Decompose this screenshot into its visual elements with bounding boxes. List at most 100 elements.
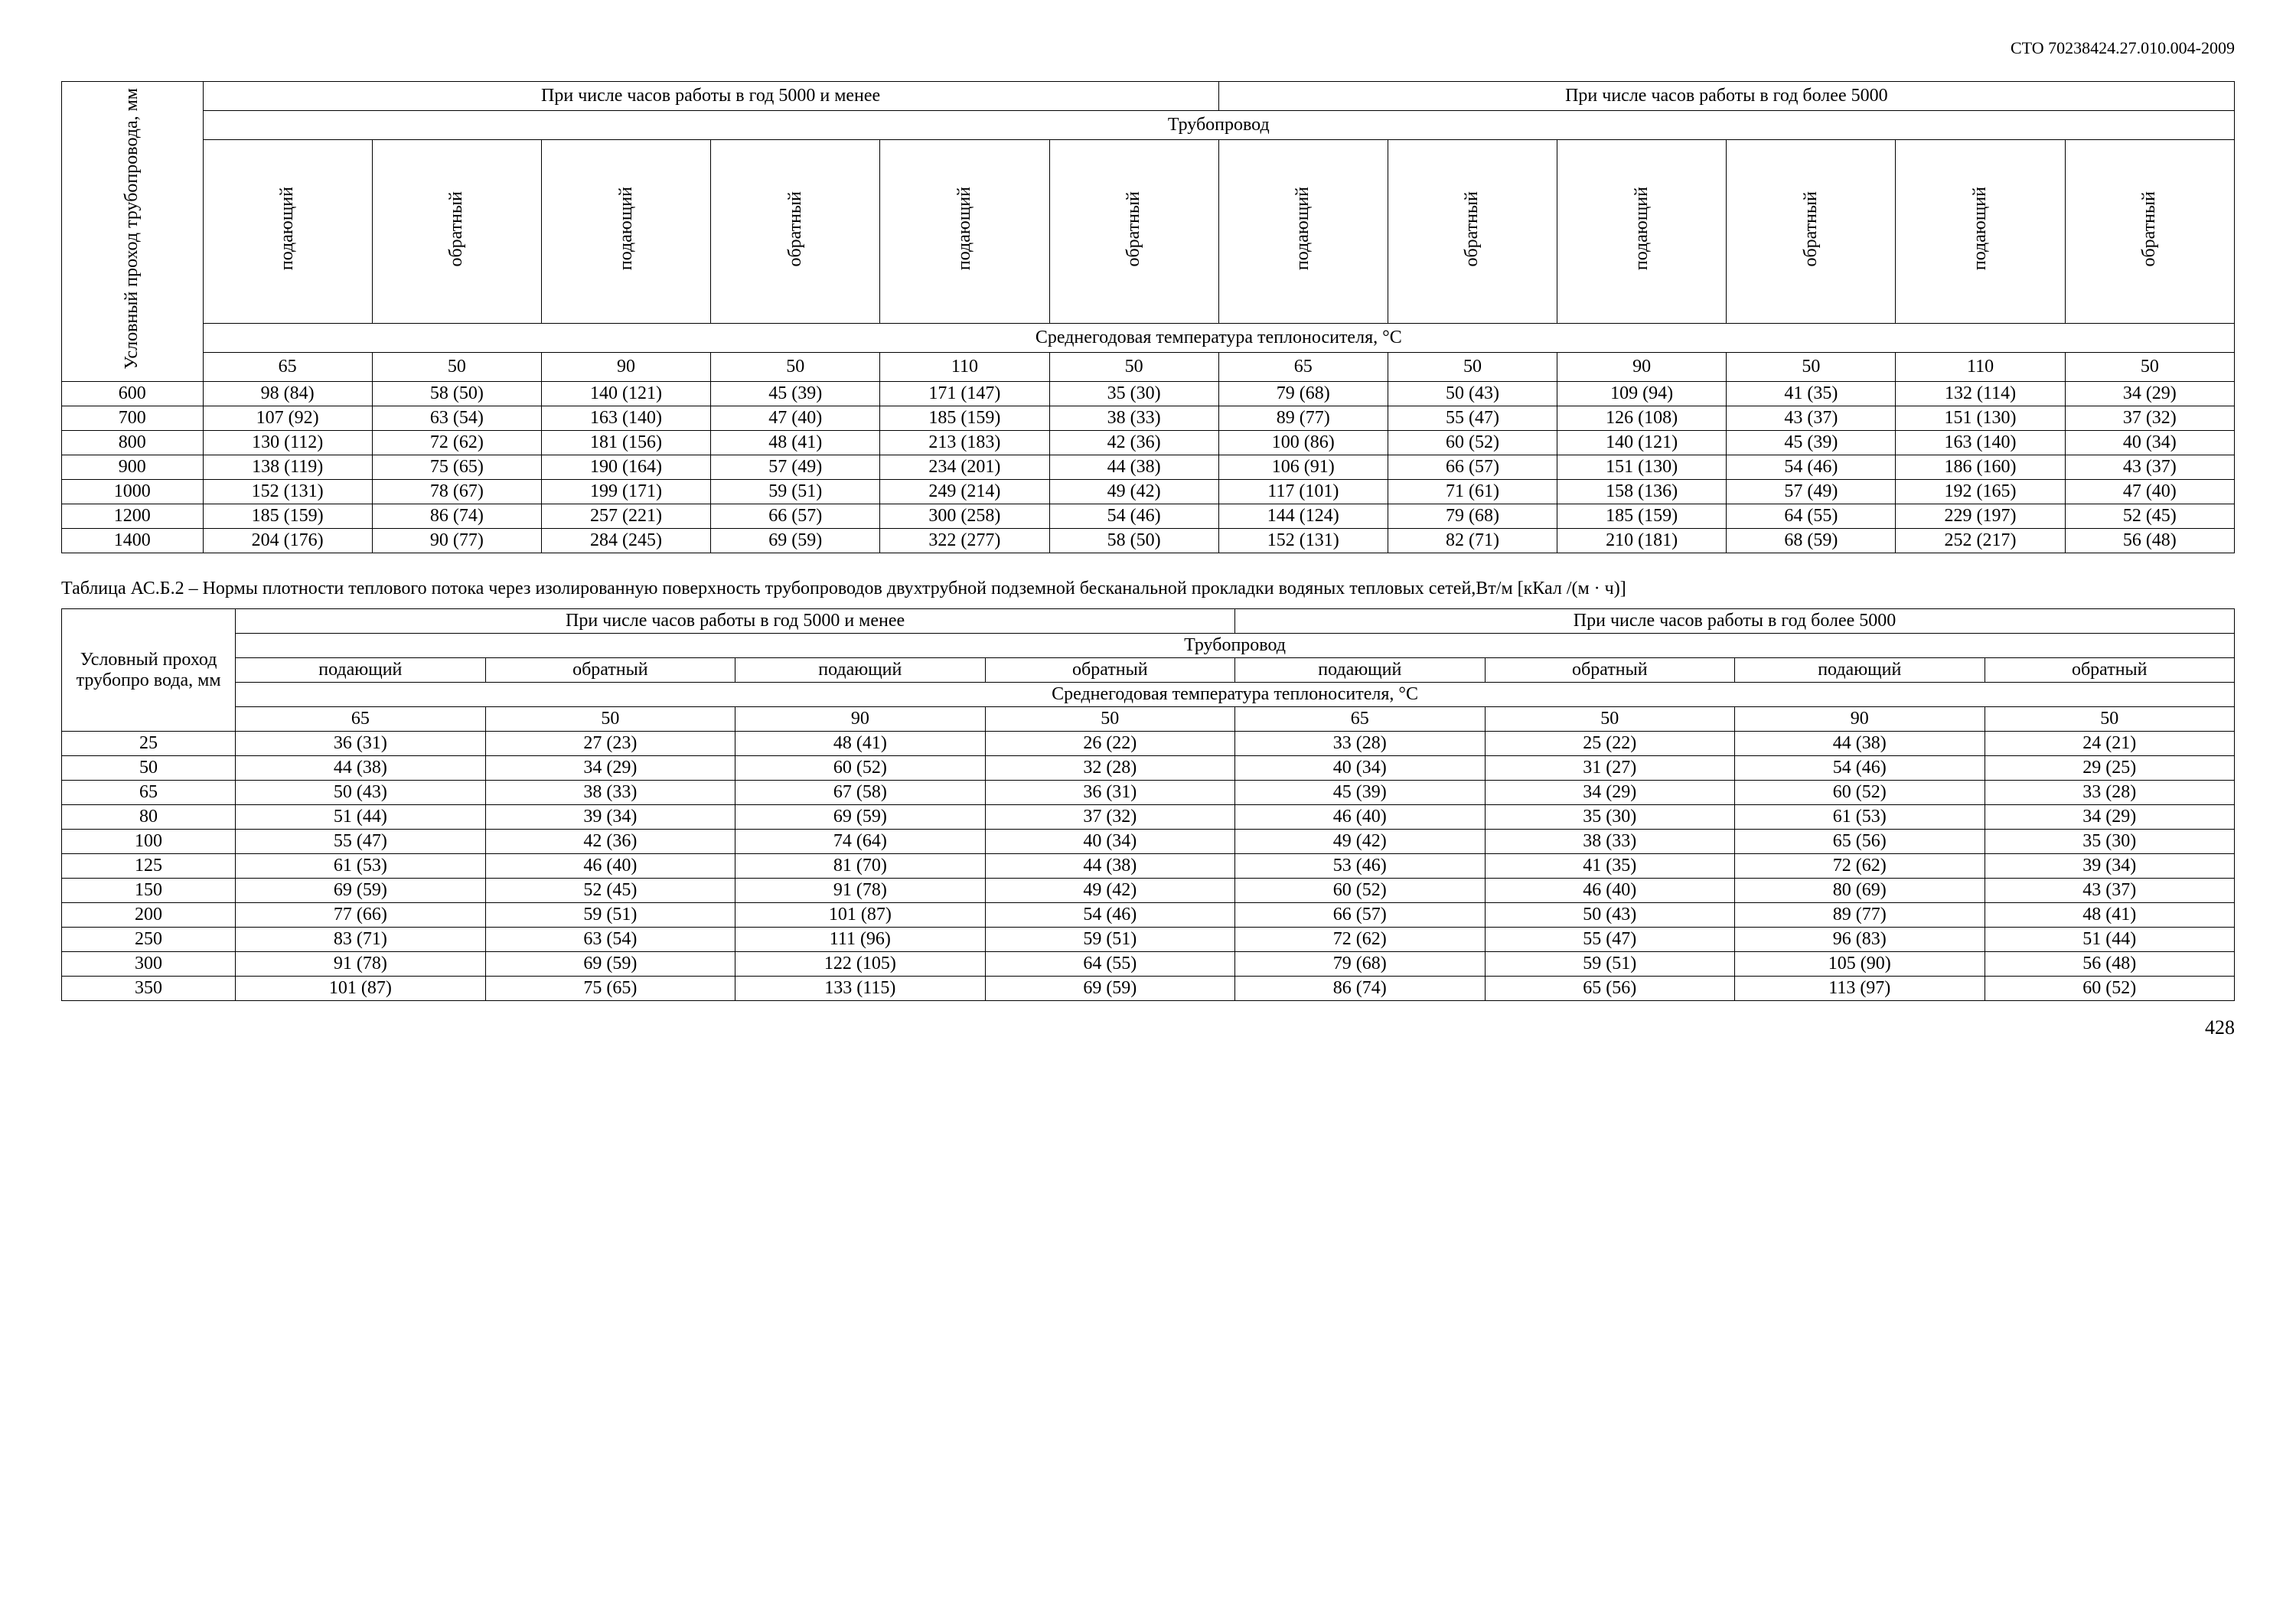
cell: 80 (69): [1735, 879, 1985, 903]
cell: 33 (28): [1235, 732, 1485, 756]
row-key: 700: [62, 406, 204, 430]
cell: 213 (183): [880, 430, 1049, 455]
cell: 69 (59): [485, 952, 735, 977]
row-key: 900: [62, 455, 204, 479]
t1-supply-label: подающий: [954, 182, 975, 275]
row-key: 350: [62, 977, 236, 1001]
row-key: 300: [62, 952, 236, 977]
t2-return-label: обратный: [485, 658, 735, 683]
cell: 163 (140): [541, 406, 710, 430]
cell: 71 (61): [1388, 479, 1557, 504]
cell: 54 (46): [1049, 504, 1218, 528]
table-2: Условный проход трубопро вода, мм При чи…: [61, 608, 2235, 1001]
t1-return-label: обратный: [2139, 187, 2160, 272]
cell: 61 (53): [1735, 805, 1985, 830]
cell: 38 (33): [485, 781, 735, 805]
t1-supply-label: подающий: [1632, 182, 1652, 275]
table-row: 5044 (38)34 (29)60 (52)32 (28)40 (34)31 …: [62, 756, 2235, 781]
cell: 257 (221): [541, 504, 710, 528]
cell: 64 (55): [1727, 504, 1896, 528]
table-row: 25083 (71)63 (54)111 (96)59 (51)72 (62)5…: [62, 928, 2235, 952]
t2-return-label: обратный: [985, 658, 1234, 683]
cell: 58 (50): [372, 381, 541, 406]
cell: 66 (57): [1388, 455, 1557, 479]
cell: 83 (71): [236, 928, 485, 952]
cell: 59 (51): [985, 928, 1234, 952]
cell: 91 (78): [236, 952, 485, 977]
t1-temp-1: 50: [372, 352, 541, 381]
cell: 55 (47): [1388, 406, 1557, 430]
cell: 190 (164): [541, 455, 710, 479]
cell: 26 (22): [985, 732, 1234, 756]
cell: 65 (56): [1485, 977, 1734, 1001]
cell: 50 (43): [1388, 381, 1557, 406]
t2-temp-1: 50: [485, 707, 735, 732]
cell: 49 (42): [1049, 479, 1218, 504]
cell: 35 (30): [1985, 830, 2235, 854]
cell: 48 (41): [1985, 903, 2235, 928]
cell: 60 (52): [1388, 430, 1557, 455]
cell: 38 (33): [1049, 406, 1218, 430]
cell: 63 (54): [372, 406, 541, 430]
cell: 163 (140): [1896, 430, 2065, 455]
cell: 109 (94): [1557, 381, 1727, 406]
cell: 86 (74): [1235, 977, 1485, 1001]
t1-rowheader: Условный проход трубопровода, мм: [122, 83, 142, 374]
t1-supply-label: подающий: [1293, 182, 1313, 275]
cell: 41 (35): [1727, 381, 1896, 406]
table-row: 1000152 (131)78 (67)199 (171)59 (51)249 …: [62, 479, 2235, 504]
table-2-head: Условный проход трубопро вода, мм При чи…: [62, 609, 2235, 732]
cell: 79 (68): [1235, 952, 1485, 977]
row-key: 250: [62, 928, 236, 952]
cell: 29 (25): [1985, 756, 2235, 781]
cell: 36 (31): [985, 781, 1234, 805]
cell: 60 (52): [1235, 879, 1485, 903]
table-row: 1400204 (176)90 (77)284 (245)69 (59)322 …: [62, 528, 2235, 553]
cell: 56 (48): [1985, 952, 2235, 977]
cell: 40 (34): [1235, 756, 1485, 781]
cell: 44 (38): [1735, 732, 1985, 756]
table-row: 60098 (84)58 (50)140 (121)45 (39)171 (14…: [62, 381, 2235, 406]
row-key: 1000: [62, 479, 204, 504]
cell: 90 (77): [372, 528, 541, 553]
cell: 75 (65): [372, 455, 541, 479]
cell: 37 (32): [985, 805, 1234, 830]
cell: 86 (74): [372, 504, 541, 528]
cell: 284 (245): [541, 528, 710, 553]
table-row: 30091 (78)69 (59)122 (105)64 (55)79 (68)…: [62, 952, 2235, 977]
cell: 111 (96): [735, 928, 985, 952]
cell: 43 (37): [2065, 455, 2234, 479]
t1-supply-label: подающий: [616, 182, 637, 275]
cell: 39 (34): [485, 805, 735, 830]
t1-h5000less: При числе часов работы в год 5000 и мене…: [203, 82, 1218, 111]
cell: 54 (46): [1727, 455, 1896, 479]
table-1: Условный проход трубопровода, мм При чис…: [61, 81, 2235, 553]
cell: 50 (43): [1485, 903, 1734, 928]
cell: 24 (21): [1985, 732, 2235, 756]
cell: 60 (52): [1735, 781, 1985, 805]
t1-temp-7: 50: [1388, 352, 1557, 381]
cell: 59 (51): [485, 903, 735, 928]
cell: 79 (68): [1218, 381, 1388, 406]
cell: 35 (30): [1485, 805, 1734, 830]
t1-temp-5: 50: [1049, 352, 1218, 381]
cell: 140 (121): [541, 381, 710, 406]
cell: 151 (130): [1557, 455, 1727, 479]
cell: 48 (41): [735, 732, 985, 756]
table-row: 8051 (44)39 (34)69 (59)37 (32)46 (40)35 …: [62, 805, 2235, 830]
cell: 63 (54): [485, 928, 735, 952]
cell: 78 (67): [372, 479, 541, 504]
cell: 72 (62): [1735, 854, 1985, 879]
t2-temp-7: 50: [1985, 707, 2235, 732]
cell: 46 (40): [1235, 805, 1485, 830]
t1-temp-0: 65: [203, 352, 372, 381]
t2-h5000less: При числе часов работы в год 5000 и мене…: [236, 609, 1235, 634]
t2-temp-0: 65: [236, 707, 485, 732]
t2-supply-label: подающий: [236, 658, 485, 683]
cell: 34 (29): [1485, 781, 1734, 805]
cell: 199 (171): [541, 479, 710, 504]
cell: 46 (40): [485, 854, 735, 879]
cell: 185 (159): [1557, 504, 1727, 528]
t1-avgtemp: Среднегодовая температура теплоносителя,…: [203, 323, 2234, 352]
cell: 152 (131): [203, 479, 372, 504]
